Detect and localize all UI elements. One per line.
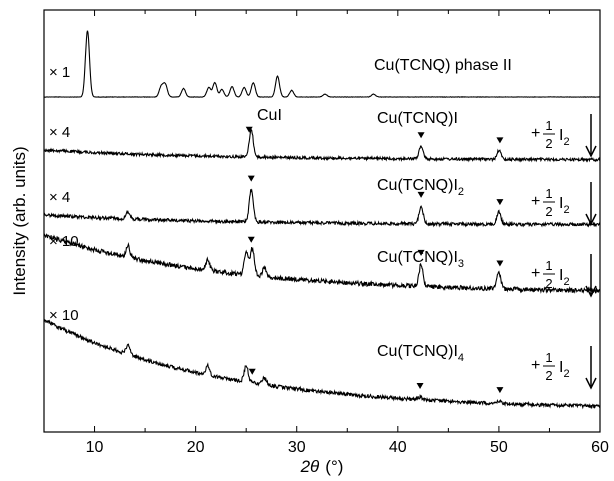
x-tick-label: 50 xyxy=(490,439,508,456)
peak-marker xyxy=(496,199,504,206)
peak-marker xyxy=(417,132,425,139)
x-axis: 10 20 30 40 50 60 xyxy=(43,10,609,456)
series-line xyxy=(43,318,601,410)
step-numerator: 1 xyxy=(545,118,552,133)
x-tick-label: 60 xyxy=(591,439,609,456)
step-reagent-sub: 2 xyxy=(563,368,569,380)
step-annotation: +12 I2 xyxy=(531,346,597,390)
peak-marker xyxy=(416,382,424,389)
step-annotation: +12 I2 xyxy=(531,114,597,158)
series-label-main: Cu(TCNQ)I xyxy=(377,249,458,266)
series-label-sub: 4 xyxy=(458,352,464,364)
arrow-head-icon xyxy=(585,285,597,298)
step-reagent-main: I xyxy=(559,359,563,376)
series-multiplier: × 10 xyxy=(49,233,79,250)
peak-marker xyxy=(496,260,504,267)
series-label: Cu(TCNQ)I xyxy=(377,110,458,127)
step-numerator: 1 xyxy=(545,258,552,273)
plot-frame xyxy=(43,9,601,433)
step-reagent-main: I xyxy=(559,127,563,144)
cui-annotation: CuI xyxy=(257,107,282,124)
step-reagent-sub: 2 xyxy=(563,136,569,148)
series-label: Cu(TCNQ)I2 xyxy=(377,177,464,198)
step-denominator: 2 xyxy=(545,136,552,151)
peak-marker xyxy=(496,387,504,394)
arrow-head-icon xyxy=(585,377,597,390)
x-tick-label: 10 xyxy=(86,439,104,456)
step-annotation: +12 I2 xyxy=(531,254,597,298)
peak-marker xyxy=(417,191,425,198)
step-reagent: I2 xyxy=(559,195,570,216)
series-line xyxy=(43,128,601,163)
step-denominator: 2 xyxy=(545,276,552,291)
series-label: Cu(TCNQ) phase II xyxy=(374,57,512,74)
series-label-main: Cu(TCNQ)I xyxy=(377,110,458,127)
series-label-sub: 2 xyxy=(458,186,464,198)
series-label: Cu(TCNQ)I3 xyxy=(377,249,464,270)
step-denominator: 2 xyxy=(545,368,552,383)
series-label-main: Cu(TCNQ)I xyxy=(377,177,458,194)
step-reagent: I2 xyxy=(559,127,570,148)
step-annotation: +12 I2 xyxy=(531,182,597,226)
step-reagent-main: I xyxy=(559,267,563,284)
peak-marker xyxy=(417,249,425,256)
series-label-main: Cu(TCNQ) phase II xyxy=(374,57,512,74)
x-tick-label: 40 xyxy=(389,439,407,456)
x-tick-label: 30 xyxy=(288,439,306,456)
step-reagent: I2 xyxy=(559,267,570,288)
step-reagent: I2 xyxy=(559,359,570,380)
series-label-sub: 3 xyxy=(458,258,464,270)
x-tick-label: 20 xyxy=(187,439,205,456)
peak-marker xyxy=(247,175,255,182)
series-multiplier: × 1 xyxy=(49,64,70,81)
y-axis-title: Intensity (arb. units) xyxy=(10,146,29,295)
x-axis-symbol: 2θ xyxy=(300,457,320,476)
peak-marker xyxy=(245,126,253,133)
series-multiplier: × 4 xyxy=(49,124,70,141)
series-multiplier: × 10 xyxy=(49,307,79,324)
series-label: Cu(TCNQ)I4 xyxy=(377,343,464,364)
series-line xyxy=(43,233,601,294)
traces-group xyxy=(43,30,601,410)
series-line xyxy=(43,30,600,98)
peak-marker xyxy=(247,236,255,243)
arrow-head-icon xyxy=(585,145,597,158)
step-numerator: 1 xyxy=(545,186,552,201)
step-plus: + xyxy=(531,265,540,282)
arrow-head-icon xyxy=(585,213,597,226)
x-axis-title: 2θ (°) xyxy=(300,457,344,476)
peak-marker xyxy=(248,368,256,375)
step-reagent-sub: 2 xyxy=(563,204,569,216)
step-plus: + xyxy=(531,193,540,210)
x-axis-unit: (°) xyxy=(325,457,343,476)
step-reagent-main: I xyxy=(559,195,563,212)
step-reagent-sub: 2 xyxy=(563,276,569,288)
step-numerator: 1 xyxy=(545,350,552,365)
markers-group xyxy=(245,126,504,394)
step-plus: + xyxy=(531,357,540,374)
series-label-main: Cu(TCNQ)I xyxy=(377,343,458,360)
step-denominator: 2 xyxy=(545,204,552,219)
step-plus: + xyxy=(531,125,540,142)
labels-group: × 1 Cu(TCNQ) phase II× 4Cu(TCNQ)I+ 12 I2× 4… xyxy=(49,57,597,390)
series-multiplier: × 4 xyxy=(49,189,70,206)
peak-marker xyxy=(496,137,504,144)
series-line xyxy=(43,188,601,228)
